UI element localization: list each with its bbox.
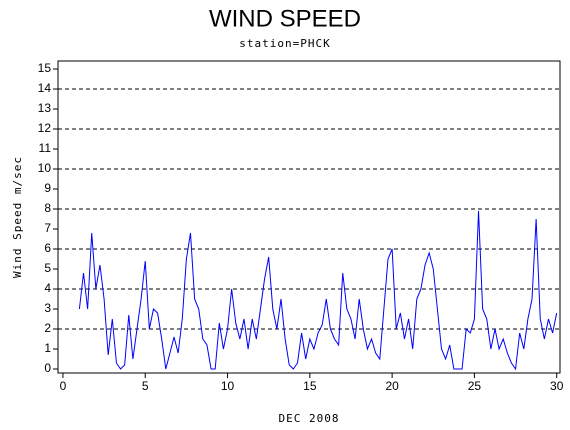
y-tick-label: 11 [39, 141, 52, 155]
x-tick-label: 10 [221, 379, 235, 393]
plot-frame [57, 60, 561, 374]
y-tick-label: 9 [44, 181, 51, 195]
x-tick-label: 5 [142, 379, 149, 393]
x-axis-label: DEC 2008 [279, 412, 340, 425]
y-tick-label: 2 [44, 321, 51, 335]
chart-subtitle: station=PHCK [239, 37, 330, 50]
y-tick-label: 0 [44, 361, 51, 375]
y-tick-label: 10 [38, 161, 52, 175]
y-tick-label: 12 [38, 121, 52, 135]
y-tick-label: 3 [44, 301, 51, 315]
x-tick-label: 0 [60, 379, 67, 393]
y-axis-label: Wind Speed m/sec [11, 156, 24, 278]
data-line [78, 210, 558, 371]
y-tick-label: 1 [44, 341, 51, 355]
y-tick-label: 8 [44, 201, 51, 215]
y-tick-label: 13 [38, 101, 52, 115]
y-tick-label: 6 [44, 241, 51, 255]
x-tick-label: 15 [303, 379, 317, 393]
x-tick-label: 30 [550, 379, 564, 393]
y-tick-label: 4 [44, 281, 51, 295]
x-tick-label: 20 [385, 379, 399, 393]
y-tick-label: 5 [44, 261, 51, 275]
chart-title: WIND SPEED [209, 5, 361, 32]
x-tick-label: 25 [468, 379, 482, 393]
y-tick-label: 15 [38, 61, 52, 75]
y-tick-label: 14 [38, 81, 52, 95]
y-tick-label: 7 [44, 221, 51, 235]
